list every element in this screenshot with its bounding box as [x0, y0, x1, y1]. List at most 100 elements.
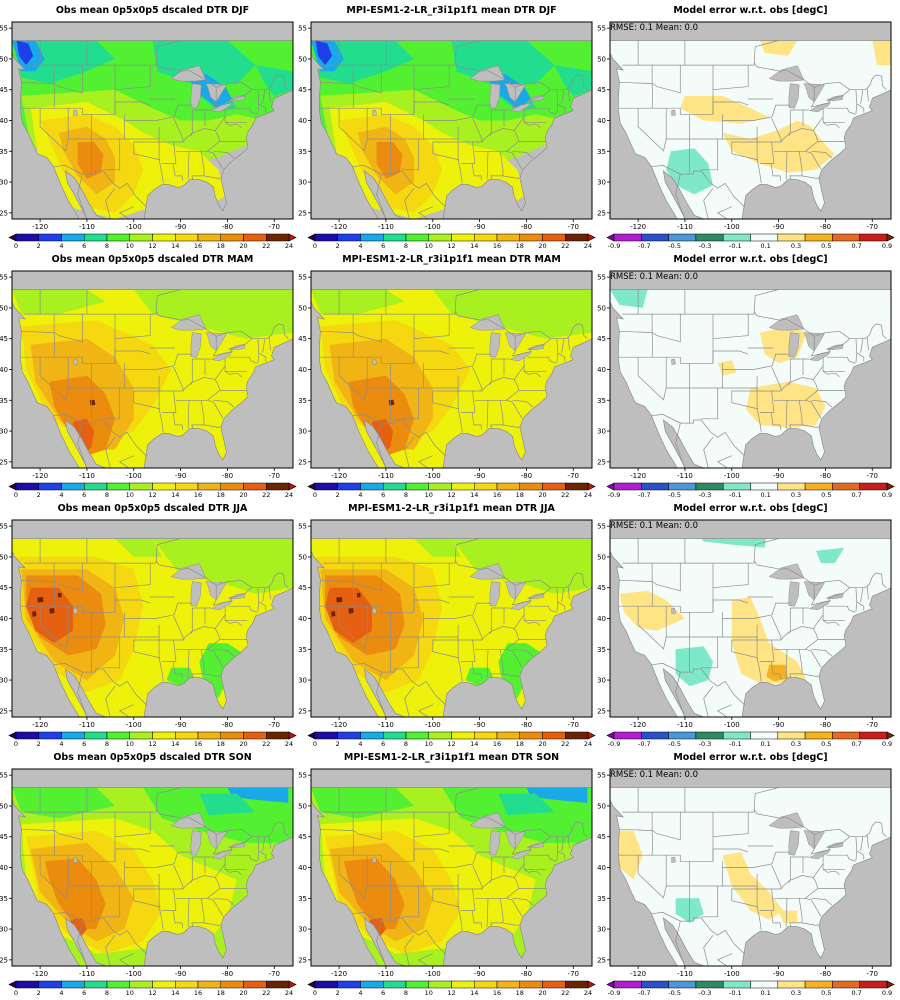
- colorbar-label: 22: [561, 242, 569, 250]
- lon-tick-label: -70: [867, 223, 878, 231]
- lon-tick-label: -90: [175, 970, 186, 978]
- colorbar-swatch: [668, 482, 697, 491]
- colorbar-low-arrow: [307, 233, 316, 242]
- colorbar-label: -0.1: [729, 491, 742, 499]
- colorbar-label: 14: [470, 242, 478, 250]
- colorbar-swatch: [777, 980, 806, 989]
- lat-tick-label: 40: [597, 615, 606, 623]
- colorbar-swatch: [474, 980, 498, 989]
- lon-tick-label: -80: [222, 970, 233, 978]
- colorbar-swatch: [474, 731, 498, 740]
- colorbar-label: 0.7: [851, 740, 861, 748]
- colorbar-swatch: [519, 731, 543, 740]
- colorbar-label: 16: [194, 242, 202, 250]
- colorbar-swatch: [314, 233, 338, 242]
- lon-tick-label: -100: [126, 970, 142, 978]
- lat-tick-label: 25: [298, 458, 307, 466]
- lat-tick-label: 55: [597, 523, 606, 531]
- colorbar-label: 24: [584, 242, 592, 250]
- lon-tick-label: -100: [425, 970, 441, 978]
- panel-title: Obs mean 0p5x0p5 dscaled DTR SON: [53, 752, 251, 763]
- colorbar-label: -0.1: [729, 242, 742, 250]
- colorbar-label: 0.5: [821, 242, 831, 250]
- lat-tick-label: 35: [298, 397, 307, 405]
- colorbar-label: 0.9: [882, 242, 892, 250]
- colorbar-swatch: [220, 482, 244, 491]
- colorbar-label: 8: [105, 242, 109, 250]
- colorbar-label: 4: [59, 491, 63, 499]
- colorbar-swatch: [61, 980, 85, 989]
- colorbar-swatch: [832, 482, 860, 491]
- colorbar-swatch: [106, 482, 130, 491]
- colorbar-label: 10: [126, 491, 134, 499]
- colorbar-label: 0: [14, 740, 18, 748]
- lon-tick-label: -100: [126, 223, 142, 231]
- colorbar-label: -0.5: [668, 491, 681, 499]
- colorbar-swatch: [695, 731, 724, 740]
- colorbar-low-arrow: [8, 731, 17, 740]
- lon-tick-label: -100: [724, 970, 740, 978]
- lat-tick-label: 50: [597, 55, 606, 63]
- colorbar-label: -0.1: [729, 989, 742, 997]
- colorbar-label: 12: [148, 989, 156, 997]
- model-panel-jja: MPI-ESM1-2-LR_r3i1p1f1 mean DTR JJA -120 -…: [298, 503, 596, 748]
- colorbar-label: 16: [493, 242, 501, 250]
- colorbar-label: 0: [313, 491, 317, 499]
- colorbar-label: -0.3: [699, 242, 712, 250]
- colorbar-label: -0.7: [638, 242, 651, 250]
- colorbar-label: 10: [425, 740, 433, 748]
- colorbar-label: 20: [239, 989, 247, 997]
- lat-tick-label: 35: [298, 895, 307, 903]
- lat-tick-label: 45: [0, 584, 8, 592]
- colorbar-swatch: [777, 233, 806, 242]
- lat-tick-label: 45: [298, 833, 307, 841]
- model-panel-djf: MPI-ESM1-2-LR_r3i1p1f1 mean DTR DJF -120 -…: [298, 5, 596, 250]
- colorbar-label: 10: [126, 989, 134, 997]
- lat-tick-label: 25: [0, 209, 8, 217]
- colorbar-label: 0.3: [791, 491, 801, 499]
- colorbar-label: 2: [336, 242, 340, 250]
- lat-tick-label: 45: [597, 335, 606, 343]
- lon-tick-label: -120: [331, 721, 347, 729]
- lon-tick-label: -80: [521, 223, 532, 231]
- colorbar-label: 0.7: [851, 242, 861, 250]
- colorbar-swatch: [129, 233, 153, 242]
- colorbar-label: -0.9: [608, 242, 621, 250]
- colorbar-label: 0.5: [821, 989, 831, 997]
- colorbar-swatch: [106, 980, 130, 989]
- colorbar-swatch: [220, 980, 244, 989]
- lat-tick-label: 35: [0, 148, 8, 156]
- lon-tick-label: -110: [378, 970, 394, 978]
- colorbar-label: 12: [148, 740, 156, 748]
- obs-panel-jja: Obs mean 0p5x0p5 dscaled DTR JJA -120 -110…: [0, 503, 297, 748]
- colorbar-swatch: [61, 731, 85, 740]
- colorbar-label: -0.9: [608, 491, 621, 499]
- colorbar-high-arrow: [288, 731, 297, 740]
- colorbar-label: 0.7: [851, 989, 861, 997]
- colorbar-label: 12: [447, 989, 455, 997]
- error-stats: RMSE: 0.1 Mean: 0.0: [610, 770, 698, 780]
- panel-title: Model error w.r.t. obs [degC]: [673, 503, 827, 514]
- colorbar-swatch: [220, 233, 244, 242]
- colorbar-label: 0: [14, 989, 18, 997]
- colorbar-swatch: [383, 233, 407, 242]
- lon-tick-label: -110: [79, 472, 95, 480]
- lon-tick-label: -90: [175, 721, 186, 729]
- colorbar-swatch: [542, 731, 566, 740]
- colorbar-label: 8: [404, 989, 408, 997]
- colorbar-label: 22: [561, 989, 569, 997]
- lon-tick-label: -80: [820, 721, 831, 729]
- colorbar-swatch: [84, 980, 108, 989]
- colorbar-low-arrow: [606, 233, 615, 242]
- colorbar-label: -0.5: [668, 989, 681, 997]
- obs-panel-djf: Obs mean 0p5x0p5 dscaled DTR DJF -120 -110…: [0, 5, 297, 250]
- lat-tick-label: 55: [597, 25, 606, 33]
- lat-tick-label: 55: [597, 772, 606, 780]
- colorbar-label: 14: [171, 740, 179, 748]
- lat-tick-label: 30: [597, 179, 606, 187]
- lat-tick-label: 35: [298, 646, 307, 654]
- colorbar-swatch: [613, 980, 642, 989]
- colorbar-label: 20: [538, 989, 546, 997]
- lon-tick-label: -70: [269, 223, 280, 231]
- colorbar-swatch: [804, 731, 833, 740]
